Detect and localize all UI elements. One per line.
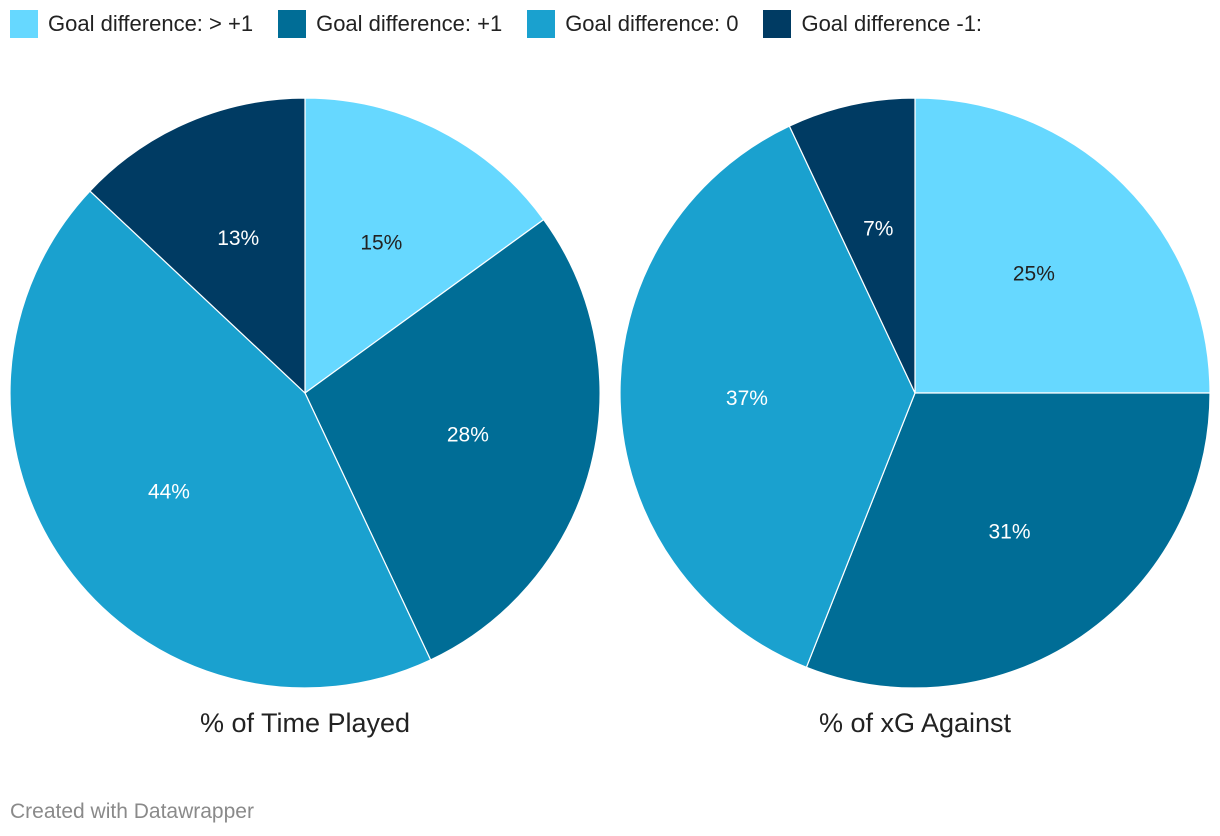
pie-slice-goal-difference-0 [619,125,916,669]
legend-item-gd-plus-one: Goal difference: +1 [278,10,502,38]
pie-slice-goal-difference-1 [805,392,1211,689]
legend-item-gd-zero: Goal difference: 0 [527,10,738,38]
legend-item-gd-over-plus-one: Goal difference: > +1 [10,10,253,38]
slice-value-label: 44% [148,480,190,503]
legend-swatch [763,10,792,38]
slice-value-label: 31% [988,521,1030,544]
legend-label: Goal difference: > +1 [48,11,254,36]
legend-label: Goal difference -1: [801,11,983,36]
slice-value-label: 28% [447,423,489,446]
slice-value-label: 37% [726,387,768,410]
legend-swatch [278,10,307,38]
chart-legend: Goal difference: > +1 Goal difference: +… [10,9,1007,39]
slice-value-label: 25% [1013,263,1055,286]
slice-value-label: 15% [360,232,402,255]
slice-value-label: 7% [863,217,893,240]
legend-item-gd-minus-one: Goal difference -1: [763,10,982,38]
legend-label: Goal difference: +1 [316,11,503,36]
legend-label: Goal difference: 0 [565,11,739,36]
slice-value-label: 13% [217,227,259,250]
chart-title: % of xG Against [819,708,1012,738]
pie-slice-goal-difference-1 [89,97,306,395]
pie-chart-of-xg-against: 25% 31% 37% 7% % of xG Against [619,97,1211,738]
pie-slice-goal-difference-1 [788,97,916,394]
pie-chart-of-time-played: 15% 28% 44% 13% % of Time Played [9,97,601,738]
pie-slice-goal-difference-1 [304,218,601,661]
datawrapper-credit: Created with Datawrapper [10,800,254,823]
pie-slice-goal-difference-0 [9,190,432,689]
chart-title: % of Time Played [200,708,410,738]
pie-slice-goal-difference-1 [304,97,545,395]
legend-swatch [527,10,556,38]
pie-slice-goal-difference-1 [914,97,1211,394]
legend-swatch [10,10,38,38]
